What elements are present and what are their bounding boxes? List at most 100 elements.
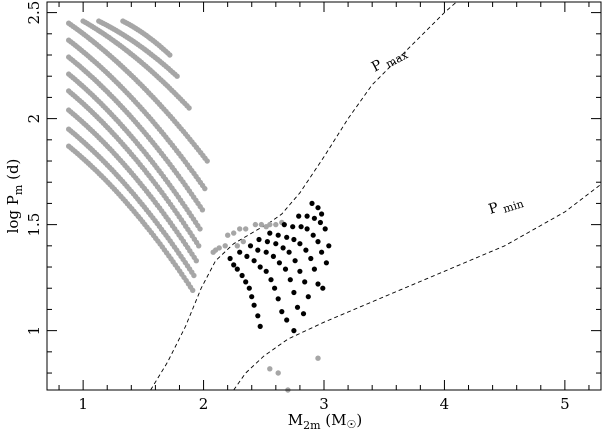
y-axis-label-main: log P (4, 195, 22, 233)
curve-label-sub: min (501, 197, 525, 216)
y-axis-label-sub: m (12, 184, 25, 195)
data-point-black (246, 285, 252, 291)
data-point-black (326, 243, 332, 249)
data-point-gray (273, 221, 279, 228)
y-tick-label: 1.5 (25, 213, 43, 237)
data-point-black (291, 236, 297, 243)
data-point-black (256, 236, 262, 243)
x-tick-label: 2 (199, 395, 209, 413)
data-point-black (276, 260, 282, 266)
data-point-black (304, 226, 310, 232)
data-point-black (323, 260, 329, 266)
tick-labels: 1 2 3 4 5 1 1.5 2 2.5 (25, 1, 570, 413)
data-point-black (309, 200, 315, 206)
boundary-curve (150, 1, 457, 391)
data-point-gray (191, 272, 197, 279)
plot-frame (46, 1, 602, 391)
data-point-gray (243, 226, 249, 232)
data-point-black (297, 241, 303, 247)
data-point-black (320, 285, 326, 291)
data-point-black (292, 258, 298, 264)
data-point-black (291, 328, 297, 334)
data-point-gray (237, 226, 243, 232)
x-axis-label-main: M (288, 411, 303, 429)
data-point-black (311, 215, 317, 221)
data-point-black (317, 219, 323, 226)
data-point-black (244, 253, 250, 259)
data-point-black (273, 241, 279, 247)
data-point-black (286, 249, 292, 255)
data-point-gray (190, 287, 196, 293)
data-point-black (297, 268, 303, 274)
data-point-black (267, 230, 273, 236)
data-point-gray (186, 105, 192, 111)
data-point-gray (267, 366, 273, 372)
data-point-gray (199, 207, 206, 213)
data-point-black (304, 213, 310, 219)
y-axis-label-unit: (d) (4, 159, 22, 185)
data-point-gray (225, 232, 231, 238)
data-point-gray (240, 238, 246, 245)
data-point-black (315, 239, 321, 245)
sun-symbol-icon: ☉ (347, 418, 357, 431)
y-tick-label: 2.5 (25, 1, 43, 25)
data-point-black (280, 245, 286, 251)
curve-label: P max (369, 44, 411, 78)
data-point-gray (222, 243, 228, 249)
data-point-black (249, 294, 255, 300)
data-point-black (315, 205, 321, 211)
data-point-black (291, 289, 297, 296)
x-axis-label: M2m (M☉) (288, 411, 363, 432)
data-point-black (239, 272, 245, 279)
data-point-black (302, 279, 308, 285)
data-point-black (300, 311, 307, 317)
data-point-black (234, 266, 240, 272)
data-point-black (270, 253, 276, 259)
data-point-black (315, 281, 321, 287)
data-point-black (310, 232, 316, 238)
data-point-black (290, 224, 296, 230)
curve-label-main: P (487, 198, 505, 217)
data-point-gray (315, 355, 321, 361)
x-tick-label: 5 (560, 395, 570, 413)
axis-ticks (47, 2, 601, 390)
data-point-black (243, 279, 249, 285)
data-point-black (305, 294, 311, 300)
boundary-curves (150, 1, 602, 391)
data-point-gray (196, 243, 202, 249)
y-tick-label: 2 (25, 114, 43, 124)
data-point-gray (234, 243, 240, 249)
data-point-black (284, 234, 290, 240)
data-point-black (251, 258, 257, 264)
curve-label: P min (487, 192, 526, 219)
y-tick-label: 1 (25, 326, 43, 336)
data-point-black (237, 249, 243, 255)
x-tick-label: 4 (440, 395, 450, 413)
x-tick-label: 3 (319, 395, 329, 413)
data-point-black (231, 262, 237, 268)
data-point-black (227, 255, 233, 262)
data-point-black (255, 313, 261, 319)
black-series (227, 200, 332, 334)
data-point-gray (252, 221, 259, 228)
data-point-black (308, 255, 314, 262)
data-point-gray (216, 245, 222, 251)
data-point-black (287, 277, 293, 283)
data-point-black (275, 296, 281, 302)
data-point-black (294, 304, 301, 310)
data-point-black (319, 211, 325, 217)
curve-label-sub: max (384, 48, 411, 71)
data-point-gray (197, 226, 203, 232)
curve-label-main: P (369, 55, 389, 76)
data-point-gray (263, 224, 269, 230)
gray-series (66, 18, 321, 393)
data-point-gray (193, 258, 199, 264)
x-axis-label-unit-close: ) (356, 411, 362, 429)
data-point-black (263, 249, 269, 255)
boundary-curve (233, 183, 602, 391)
data-point-black (322, 226, 328, 232)
data-point-black (279, 309, 285, 315)
x-tick-label: 1 (78, 395, 88, 413)
data-point-black (272, 285, 278, 291)
